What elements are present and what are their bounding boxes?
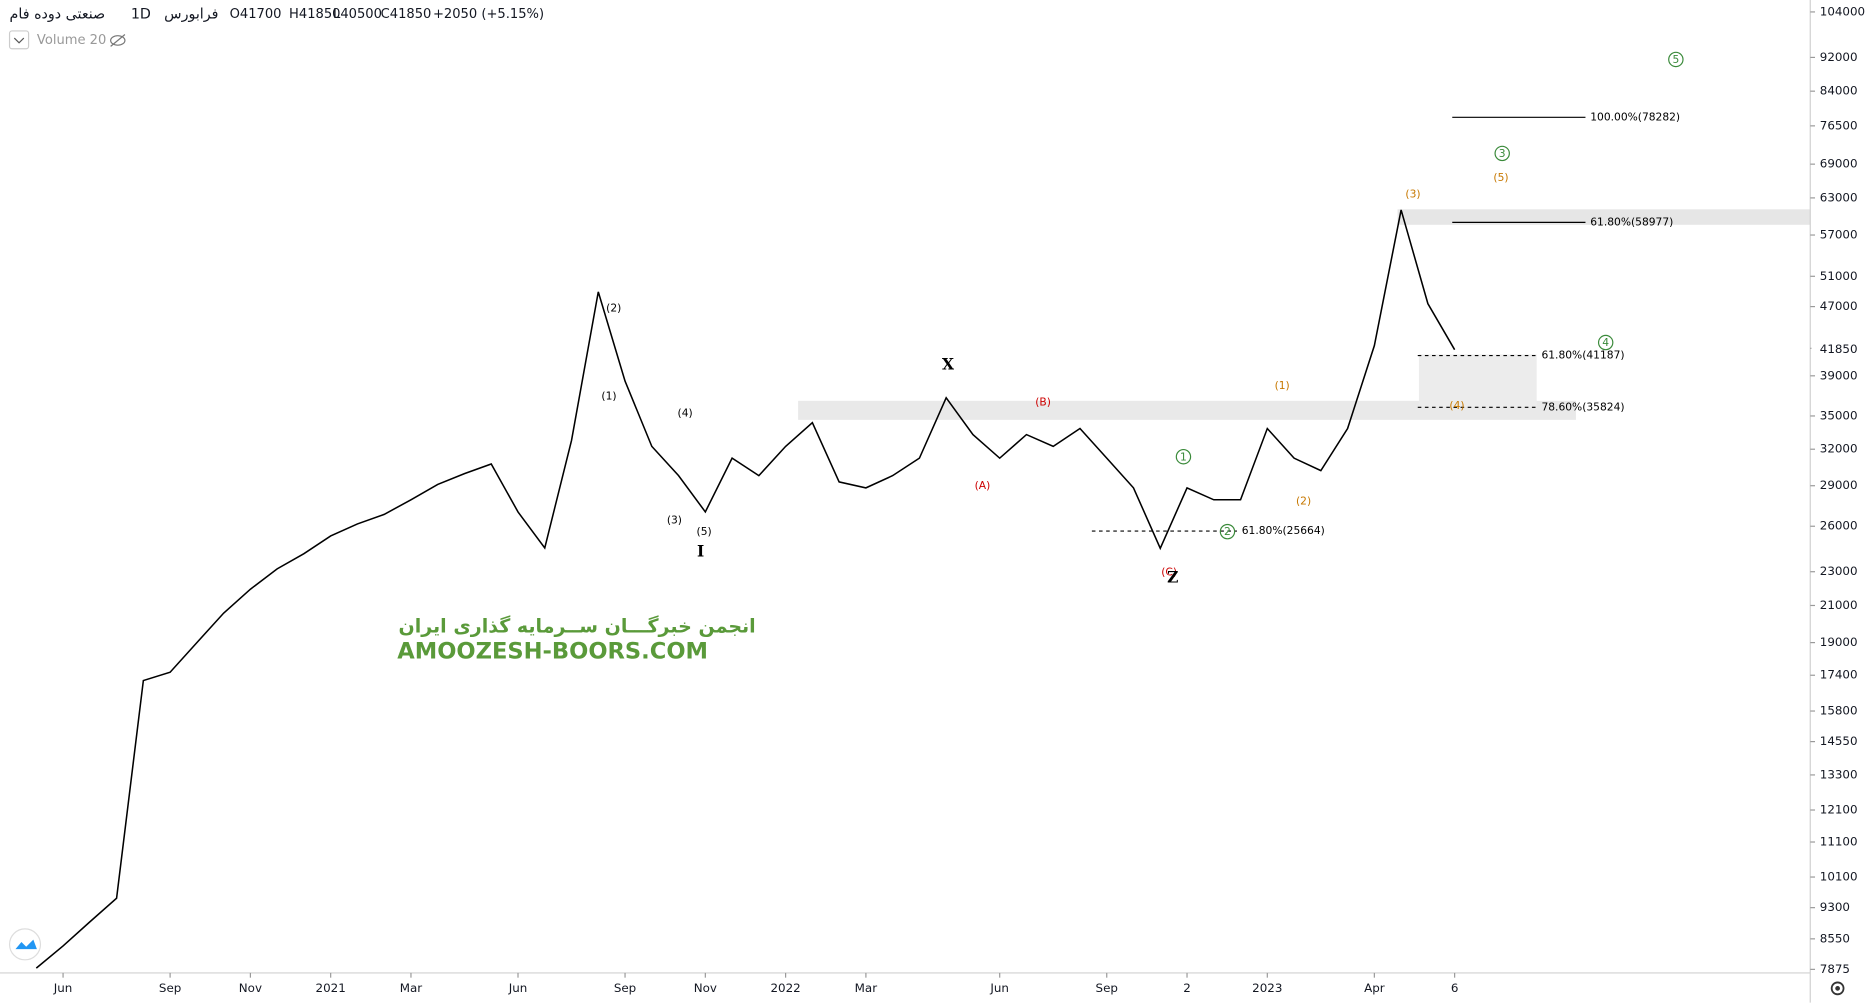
hide-icon[interactable] <box>110 34 126 47</box>
wave-label: (5) <box>1493 171 1508 184</box>
wave-label: 2 <box>1224 525 1231 538</box>
fib-label: 61.80%(25664) <box>1242 524 1325 537</box>
x-tick-label: Jun <box>508 981 528 995</box>
wave-label: (1) <box>1275 379 1290 392</box>
settings-icon[interactable] <box>1830 981 1845 996</box>
y-tick-label: 23000 <box>1820 564 1858 578</box>
x-tick-label: Nov <box>694 981 717 995</box>
ohlc: H41850 <box>289 7 340 22</box>
y-tick-label: 57000 <box>1820 228 1858 242</box>
wave-label: (B) <box>1035 396 1051 409</box>
wave-label: (3) <box>667 513 682 526</box>
y-tick-label: 69000 <box>1820 157 1858 171</box>
y-tick-label: 21000 <box>1820 598 1858 612</box>
wave-label: 5 <box>1672 53 1679 66</box>
wave-label: (C) <box>1161 566 1177 579</box>
ohlc: C41850 <box>381 7 432 22</box>
fib-label: 78.60%(35824) <box>1541 400 1624 413</box>
wave-label: 1 <box>1180 450 1187 463</box>
wave-label: (3) <box>1405 187 1420 200</box>
y-tick-label: 7875 <box>1820 962 1850 976</box>
y-tick-label: 8550 <box>1820 931 1850 945</box>
x-tick-label: 2022 <box>770 981 800 995</box>
y-tick-label: 104000 <box>1820 4 1865 18</box>
wave-circle <box>1175 448 1192 465</box>
x-tick-label: Mar <box>400 981 423 995</box>
wave-label: (5) <box>697 525 712 538</box>
x-tick-label: 6 <box>1451 981 1459 995</box>
wave-circle <box>1668 51 1684 68</box>
wave-label: 3 <box>1499 147 1506 160</box>
y-tick-label: 15800 <box>1820 704 1858 718</box>
collapse-button[interactable] <box>8 30 30 50</box>
watermark: انجمن خبرگـــان ســرمایه گذاری ایران <box>398 614 755 637</box>
logo[interactable] <box>8 928 42 961</box>
fib-label: 61.80%(58977) <box>1590 215 1673 228</box>
y-tick-label: 47000 <box>1820 299 1858 313</box>
y-tick-label: 63000 <box>1820 190 1858 204</box>
wave-circle <box>1219 523 1236 540</box>
y-tick-label: 35000 <box>1820 408 1858 422</box>
x-tick-label: Apr <box>1364 981 1385 995</box>
wave-label: X <box>942 355 954 374</box>
last-price-box <box>1811 341 1864 358</box>
header: صنعتی دوده فام 1D فرابورس O41700 H41850 … <box>8 6 544 50</box>
y-tick-label: 9300 <box>1820 900 1850 914</box>
x-tick-label: Jun <box>989 981 1009 995</box>
y-tick-label: 17400 <box>1820 668 1858 682</box>
y-tick-label: 26000 <box>1820 519 1858 533</box>
wave-label: (2) <box>1296 494 1311 507</box>
wave-label: (2) <box>606 302 621 315</box>
y-tick-label: 19000 <box>1820 635 1858 649</box>
y-tick-label: 11100 <box>1820 835 1858 849</box>
wave-circle <box>1597 334 1614 351</box>
wave-label: (A) <box>975 479 991 492</box>
wave-label: (4) <box>678 406 693 419</box>
zone <box>798 400 1576 420</box>
x-tick-label: Mar <box>855 981 878 995</box>
price-line <box>35 209 1456 969</box>
fib-label: 61.80%(41187) <box>1541 349 1624 362</box>
ohlc: L40500 <box>333 7 382 22</box>
x-tick-label: Sep <box>614 981 636 995</box>
y-tick-label: 32000 <box>1820 442 1858 456</box>
y-tick-label: 39000 <box>1820 368 1858 382</box>
indicator: Volume 20 <box>37 33 106 48</box>
y-tick-label: 29000 <box>1820 478 1858 492</box>
x-tick-label: 2023 <box>1252 981 1282 995</box>
x-tick-label: Jun <box>53 981 73 995</box>
fib-label: 100.00%(78282) <box>1590 110 1680 123</box>
y-tick-label: 10100 <box>1820 870 1858 884</box>
zone <box>1418 354 1537 407</box>
ohlc: O41700 <box>230 7 282 22</box>
x-tick-label: Nov <box>239 981 262 995</box>
x-tick-label: 2 <box>1183 981 1191 995</box>
wave-label: 4 <box>1602 336 1609 349</box>
y-tick-label: 51000 <box>1820 269 1858 283</box>
wave-label: Z <box>1167 568 1178 587</box>
ohlc: +2050 (+5.15%) <box>433 7 544 22</box>
chevron <box>13 37 25 44</box>
wave-label: I <box>697 541 704 560</box>
x-tick-label: Sep <box>1096 981 1118 995</box>
y-tick-label: 84000 <box>1820 84 1858 98</box>
interval: 1D <box>131 6 151 22</box>
y-tick-label: 12100 <box>1820 803 1858 817</box>
y-tick-label: 13300 <box>1820 767 1858 781</box>
wave-label: (1) <box>601 390 616 403</box>
symbol: صنعتی دوده فام <box>10 6 106 22</box>
x-tick-label: 2021 <box>316 981 346 995</box>
x-tick-label: Sep <box>159 981 181 995</box>
exchange: فرابورس <box>164 6 218 22</box>
watermark: AMOOZESH-BOORS.COM <box>397 638 708 664</box>
y-tick-label: 76500 <box>1820 118 1858 132</box>
y-tick-label: 14550 <box>1820 734 1858 748</box>
wave-circle <box>1494 145 1510 162</box>
zone <box>1397 209 1811 225</box>
y-tick-label: 92000 <box>1820 50 1858 64</box>
wave-label: (4) <box>1449 399 1464 412</box>
last-price-label: 41850 <box>1820 342 1858 356</box>
